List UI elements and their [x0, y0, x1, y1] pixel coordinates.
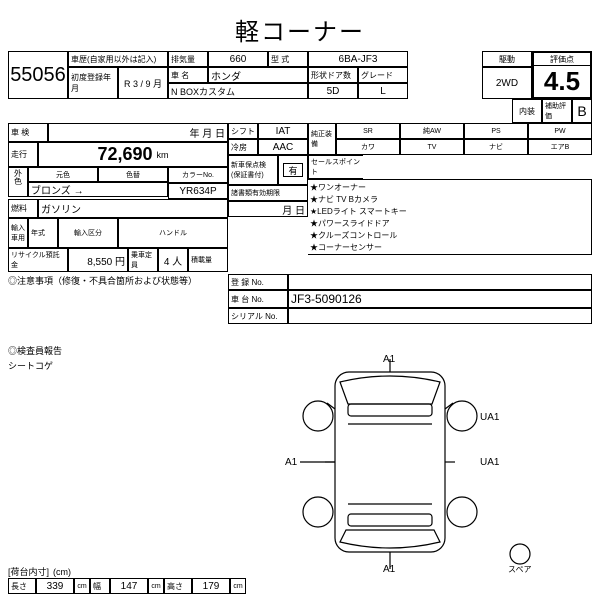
odo-cell: 72,690 km — [38, 142, 228, 167]
firstreg-label: 初度登録年月 — [68, 67, 118, 99]
extcolor-value: ブロンズ → — [28, 181, 168, 197]
bayw-label: 幅 — [90, 578, 110, 594]
odo-label: 走行 — [8, 142, 38, 167]
dlabel-1: A1 — [285, 457, 298, 468]
docexp-label: 諸書類有効期限 — [228, 185, 308, 201]
cm3: cm — [230, 578, 246, 594]
page-title: 軽コーナー — [8, 12, 592, 47]
odo-value: 72,690 — [97, 144, 152, 165]
bayh-value: 179 — [192, 578, 230, 594]
bay-unit: (cm) — [53, 567, 71, 577]
fuel-value: ガソリン — [38, 199, 228, 218]
regno-value — [288, 274, 592, 290]
capacity-value: 4 人 — [158, 248, 188, 272]
docexp-value: 月 日 — [228, 201, 308, 217]
import-kubun-label: 輸入区分 — [58, 218, 118, 248]
shapedoor-label: 形状ドア数 — [308, 67, 358, 83]
bayw-value: 147 — [110, 578, 148, 594]
regno-label: 登 録 No. — [228, 274, 288, 290]
colorcode-value: YR634P — [168, 183, 228, 199]
serial-label: シリアル No. — [228, 308, 288, 324]
sales-label: セールスポイント — [308, 155, 363, 179]
chassis-value: JF3-5090126 — [288, 290, 592, 308]
history-label: 車歴(自家用以外は記入) — [68, 51, 168, 67]
sp-2: ★LEDライト スマートキー — [310, 206, 589, 218]
dlabel-2: A1 — [383, 564, 396, 574]
serial-value — [288, 308, 592, 324]
baylen-value: 339 — [36, 578, 74, 594]
recycle-value: 8,550 円 — [68, 248, 128, 272]
bay-label: [荷台内寸] — [8, 565, 49, 578]
ac-label: 冷房 — [228, 139, 258, 155]
extcolor-prefix: 外色 — [8, 167, 28, 197]
fuel-label: 燃料 — [8, 199, 38, 218]
equip-label: 純正装備 — [308, 123, 336, 155]
cm1: cm — [74, 578, 90, 594]
sp-0: ★ワンオーナー — [310, 182, 589, 194]
firstreg-value: R 3 / 9 月 — [118, 67, 168, 99]
rating-value: 4.5 — [534, 66, 590, 97]
warranty-label: 新車保点検(保証書付) — [228, 155, 278, 185]
shift-label: シフト — [228, 123, 258, 139]
chassis-label: 車 台 No. — [228, 290, 288, 308]
handle-label: ハンドル — [118, 218, 228, 248]
colorcode-label: カラーNo. — [168, 167, 228, 183]
baylen-label: 長さ — [8, 578, 36, 594]
carname-label: 車 名 — [168, 67, 208, 83]
equip-6: ナビ — [464, 139, 528, 155]
dlabel-0: A1 — [383, 354, 396, 365]
interior-value: B — [572, 99, 592, 123]
import-year-label: 年式 — [28, 218, 58, 248]
spare-label: スペア — [508, 565, 531, 574]
equip-1: 純AW — [400, 123, 464, 139]
shift-value: IAT — [258, 123, 308, 139]
carname-maker: ホンダ — [208, 67, 308, 83]
shaken-value: 年 月 日 — [48, 123, 228, 142]
import-label: 輸入車用 — [8, 218, 28, 248]
dlabel-4: UA1 — [480, 412, 500, 423]
sp-1: ★ナビ TV Bカメラ — [310, 194, 589, 206]
rating-label: 評価点 — [534, 53, 590, 66]
shapedoor-value: 5D — [308, 83, 358, 99]
caution-label: ◎注意事項（修復・不具合箇所および状態等） — [8, 274, 228, 324]
grade-value: L — [358, 83, 408, 99]
shaken-label: 車 検 — [8, 123, 48, 142]
equip-4: カワ — [336, 139, 400, 155]
capacity-label: 乗車定員 — [128, 248, 158, 272]
modeltype-label: 型 式 — [268, 51, 308, 67]
cm2: cm — [148, 578, 164, 594]
inspection-label: ◎検査員報告 — [8, 344, 188, 357]
displacement-label: 排気量 — [168, 51, 208, 67]
equip-3: PW — [528, 123, 592, 139]
interior-sub: 補助評価 — [542, 99, 572, 123]
car-diagram: A1 A1 A1 UA1 UA1 スペア — [240, 354, 540, 574]
grade-label: グレード — [358, 67, 408, 83]
sp-5: ★コーナーセンサー — [310, 242, 589, 254]
dlabel-3: UA1 — [480, 457, 500, 468]
equip-7: エアB — [528, 139, 592, 155]
equip-2: PS — [464, 123, 528, 139]
interior-label: 内装 — [512, 99, 542, 123]
sp-3: ★パワースライドドア — [310, 218, 589, 230]
equip-0: SR — [336, 123, 400, 139]
lot-number: 55056 — [8, 51, 68, 99]
recycle-label: リサイクル預託金 — [8, 248, 68, 272]
displacement-value: 660 — [208, 51, 268, 67]
modeltype-value: 6BA-JF3 — [308, 51, 408, 67]
warranty-value: 有 — [283, 163, 303, 177]
bayh-label: 高さ — [164, 578, 192, 594]
odo-unit: km — [157, 150, 169, 160]
warranty-box: 有 — [278, 155, 308, 185]
equip-5: TV — [400, 139, 464, 155]
drive-label: 駆動 — [482, 51, 532, 67]
carname-model: N BOXカスタム — [168, 83, 308, 99]
sp-4: ★クルーズコントロール — [310, 230, 589, 242]
load-label: 積載量 — [188, 248, 228, 272]
ac-value: AAC — [258, 139, 308, 155]
drive-value: 2WD — [482, 67, 532, 99]
rating-box: 評価点 4.5 — [532, 51, 592, 99]
inspection-notes: シートコゲ — [8, 359, 188, 372]
sales-points-box: ★ワンオーナー ★ナビ TV Bカメラ ★LEDライト スマートキー ★パワース… — [308, 179, 592, 255]
